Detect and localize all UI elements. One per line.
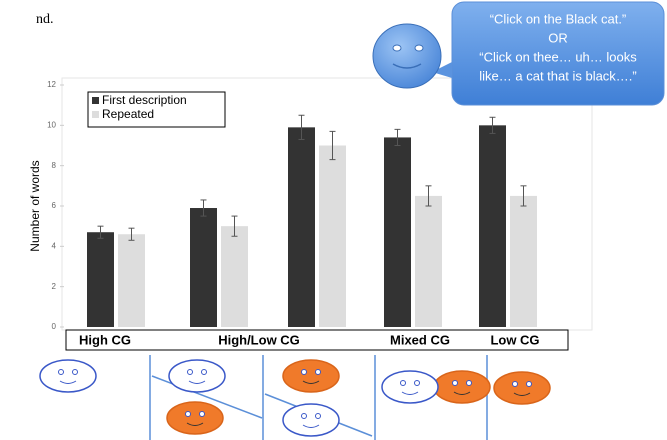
- bar: [319, 145, 346, 327]
- bar: [87, 232, 114, 327]
- error-bar: [200, 199, 207, 217]
- error-bar: [394, 128, 401, 146]
- eye: [301, 413, 307, 419]
- error-bar: [329, 130, 336, 161]
- legend-swatch: [92, 97, 99, 104]
- error-bar: [97, 225, 104, 239]
- blue-face: [282, 403, 340, 437]
- eye: [400, 380, 406, 386]
- mouth: [453, 391, 471, 395]
- orange-face: [282, 359, 340, 393]
- callout-text: “Click on the Black cat.”: [490, 11, 627, 26]
- legend-swatch: [92, 111, 99, 118]
- eye: [199, 411, 205, 417]
- face-outline: [282, 359, 340, 393]
- x-tick-label: High CG: [79, 332, 131, 347]
- face-outline: [168, 359, 226, 393]
- bar: [288, 127, 315, 327]
- y-tick-label: 6: [52, 201, 57, 210]
- face-outline: [433, 370, 491, 404]
- face-outline: [493, 371, 551, 405]
- mouth: [188, 380, 206, 384]
- bar: [384, 137, 411, 327]
- eye: [187, 369, 193, 375]
- y-axis-label: Number of words: [28, 160, 42, 251]
- bar: [118, 234, 145, 327]
- eye: [315, 369, 321, 375]
- mouth: [302, 424, 320, 428]
- bar: [415, 195, 442, 327]
- callout-text: “Click on thee… uh… looks: [479, 49, 637, 64]
- speech-bubble: [451, 1, 665, 106]
- x-tick-label: High/Low CG: [218, 332, 300, 347]
- category-box: [65, 329, 569, 351]
- face-outline: [166, 401, 224, 435]
- orange-face: [493, 371, 551, 405]
- legend-box: [87, 91, 226, 128]
- bar: [510, 195, 537, 327]
- x-tick-label: Low CG: [490, 332, 539, 347]
- bubble-tail: [432, 62, 452, 78]
- orange-face: [166, 401, 224, 435]
- error-bar: [520, 185, 527, 207]
- blue-face: [168, 359, 226, 393]
- mouth: [186, 422, 204, 426]
- eye: [526, 381, 532, 387]
- text-fragment: nd.: [36, 12, 54, 27]
- y-tick-label: 2: [52, 282, 57, 291]
- orange-face: [433, 370, 491, 404]
- callout-text: like… a cat that is black….”: [479, 68, 637, 83]
- error-bar: [128, 227, 135, 241]
- eye: [315, 413, 321, 419]
- eye: [414, 380, 420, 386]
- eye: [201, 369, 207, 375]
- y-tick-label: 10: [47, 120, 56, 129]
- y-tick-label: 0: [52, 322, 57, 331]
- eye: [301, 369, 307, 375]
- eye: [58, 369, 64, 375]
- callout-text: OR: [548, 30, 568, 45]
- error-bar: [231, 215, 238, 237]
- mouth: [302, 380, 320, 384]
- bar: [479, 125, 506, 327]
- eye: [72, 369, 78, 375]
- y-tick-label: 8: [52, 161, 57, 170]
- y-tick-label: 4: [52, 241, 57, 250]
- legend-label: Repeated: [102, 107, 154, 121]
- blue-face: [381, 370, 439, 404]
- mouth: [59, 380, 77, 384]
- error-bar: [298, 114, 305, 140]
- eye: [512, 381, 518, 387]
- mouth: [401, 391, 419, 395]
- speaker-face: [372, 23, 442, 89]
- x-tick-label: Mixed CG: [390, 332, 450, 347]
- mouth: [513, 392, 531, 396]
- blue-face: [39, 359, 97, 393]
- y-tick-label: 12: [47, 80, 56, 89]
- face-illustrations: [39, 355, 551, 440]
- error-bar: [425, 185, 432, 207]
- face-outline: [282, 403, 340, 437]
- eye: [452, 380, 458, 386]
- eye: [185, 411, 191, 417]
- face-outline: [39, 359, 97, 393]
- face-outline: [381, 370, 439, 404]
- bar: [190, 208, 217, 327]
- bar: [221, 226, 248, 327]
- eye: [466, 380, 472, 386]
- legend-label: First description: [102, 93, 187, 107]
- error-bar: [489, 116, 496, 134]
